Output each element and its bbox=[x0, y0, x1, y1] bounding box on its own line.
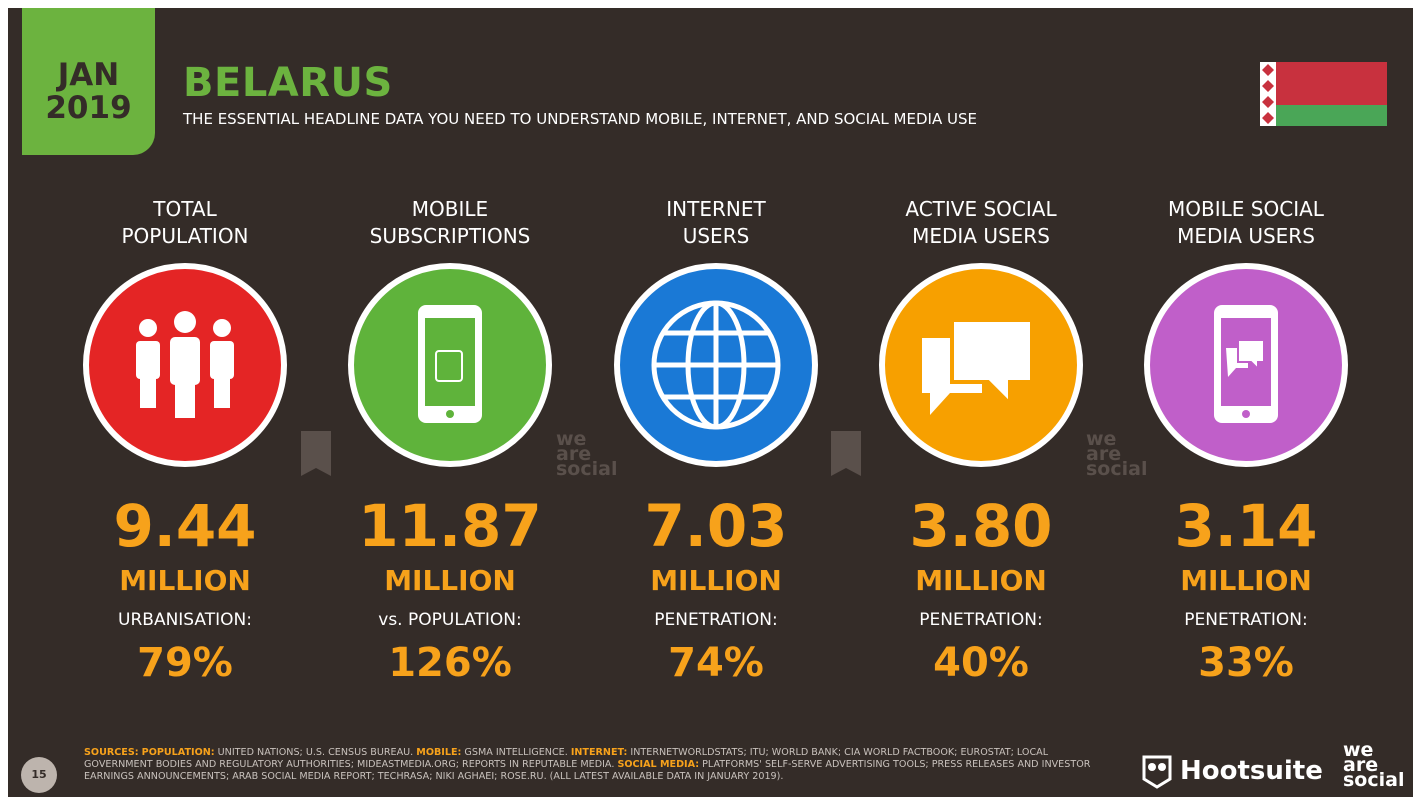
stat-label: INTERNET USERS bbox=[586, 196, 846, 256]
stat-sub-value: 79% bbox=[137, 640, 233, 686]
stat-label-line: MEDIA USERS bbox=[1177, 224, 1315, 248]
stat-value: 3.80 bbox=[909, 492, 1053, 560]
stat-sub-value: 74% bbox=[668, 640, 764, 686]
brand-word: we bbox=[1343, 739, 1374, 761]
circle-social bbox=[879, 263, 1083, 467]
watermark-word: social bbox=[556, 458, 618, 480]
stat-label: TOTAL POPULATION bbox=[55, 196, 315, 256]
brand-word: social bbox=[1343, 769, 1405, 791]
stat-label: ACTIVE SOCIAL MEDIA USERS bbox=[851, 196, 1111, 256]
stat-unit: MILLION bbox=[384, 564, 516, 597]
stat-label-line: MEDIA USERS bbox=[912, 224, 1050, 248]
stat-label-line: ACTIVE SOCIAL bbox=[905, 197, 1057, 221]
circle-internet bbox=[614, 263, 818, 467]
owl-watermarks bbox=[301, 431, 861, 476]
stat-label-line: SUBSCRIPTIONS bbox=[369, 224, 531, 248]
source-text: UNITED NATIONS; U.S. CENSUS BUREAU. bbox=[214, 747, 417, 758]
circle-mobile bbox=[348, 263, 552, 467]
stat-values: 9.44 MILLION URBANISATION: 79% bbox=[55, 492, 315, 686]
watermark-word: we bbox=[556, 428, 587, 450]
subtitle: THE ESSENTIAL HEADLINE DATA YOU NEED TO … bbox=[183, 110, 977, 128]
stat-label: MOBILE SOCIAL MEDIA USERS bbox=[1116, 196, 1376, 256]
watermark-word: are bbox=[556, 443, 592, 465]
slide: JAN 2019 BELARUS THE ESSENTIAL HEADLINE … bbox=[8, 8, 1413, 797]
source-heading: POPULATION: bbox=[141, 747, 215, 758]
title: BELARUS bbox=[183, 60, 393, 106]
stat-unit: MILLION bbox=[650, 564, 782, 597]
circle-population bbox=[83, 263, 287, 467]
stat-label-line: POPULATION bbox=[121, 224, 249, 248]
stat-label-line: TOTAL bbox=[153, 197, 217, 221]
source-text: PLATFORMS' SELF-SERVE ADVERTISING TOOLS;… bbox=[84, 759, 1091, 782]
source-heading: SOCIAL MEDIA: bbox=[617, 759, 700, 770]
stat-column: INTERNET USERS bbox=[586, 196, 846, 256]
stat-value: 9.44 bbox=[113, 492, 257, 560]
watermark-word: are bbox=[1086, 443, 1122, 465]
stat-value: 11.87 bbox=[358, 492, 542, 560]
stat-label-line: MOBILE SOCIAL bbox=[1168, 197, 1324, 221]
brand: Hootsuite bbox=[1180, 756, 1323, 786]
stat-sub-label: PENETRATION: bbox=[654, 610, 778, 630]
stat-sub-label: vs. POPULATION: bbox=[378, 610, 522, 630]
stat-label-line: MOBILE bbox=[411, 197, 489, 221]
date-tab: JAN 2019 bbox=[22, 8, 155, 155]
stat-sub-value: 126% bbox=[388, 640, 512, 686]
stat-value: 7.03 bbox=[644, 492, 788, 560]
hootsuite-owl bbox=[1142, 755, 1172, 789]
stat-sub-value: 40% bbox=[933, 640, 1029, 686]
stat-sub-label: PENETRATION: bbox=[919, 610, 1043, 630]
stat-values: 3.80 MILLION PENETRATION: 40% bbox=[851, 492, 1111, 686]
watermark: we are social bbox=[1086, 428, 1148, 480]
circle-mobile-social bbox=[1144, 263, 1348, 467]
source-text: INTERNETWORLDSTATS; ITU; WORLD BANK; CIA… bbox=[84, 747, 1049, 770]
watermark: we are social bbox=[556, 428, 618, 480]
watermark-word: social bbox=[1086, 458, 1148, 480]
source-heading: INTERNET: bbox=[570, 747, 628, 758]
stat-column: MOBILE SOCIAL MEDIA USERS bbox=[1116, 196, 1376, 256]
month: JAN bbox=[57, 57, 120, 93]
source-text: GSMA INTELLIGENCE. bbox=[461, 747, 571, 758]
stat-unit: MILLION bbox=[119, 564, 251, 597]
sources: SOURCES: POPULATION: UNITED NATIONS; U.S… bbox=[84, 747, 1114, 783]
stat-sub-label: URBANISATION: bbox=[118, 610, 252, 630]
brand-logo: we are social bbox=[1343, 739, 1405, 791]
brand-word: are bbox=[1343, 754, 1379, 776]
stat-values: 7.03 MILLION PENETRATION: 74% bbox=[586, 492, 846, 686]
stat-values: 11.87 MILLION vs. POPULATION: 126% bbox=[320, 492, 580, 686]
stat-label-line: USERS bbox=[682, 224, 750, 248]
stat-unit: MILLION bbox=[1180, 564, 1312, 597]
stat-values: 3.14 MILLION PENETRATION: 33% bbox=[1116, 492, 1376, 686]
stat-sub-value: 33% bbox=[1198, 640, 1294, 686]
watermark-word: we bbox=[1086, 428, 1117, 450]
stat-column: MOBILE SUBSCRIPTIONS bbox=[320, 196, 580, 256]
stat-column: TOTAL POPULATION bbox=[55, 196, 315, 256]
icon-layer bbox=[83, 263, 1348, 476]
source-heading: SOURCES: bbox=[84, 747, 139, 758]
stat-value: 3.14 bbox=[1174, 492, 1318, 560]
stat-label: MOBILE SUBSCRIPTIONS bbox=[320, 196, 580, 256]
year: 2019 bbox=[45, 90, 132, 126]
stat-label-line: INTERNET bbox=[666, 197, 766, 221]
stat-column: ACTIVE SOCIAL MEDIA USERS bbox=[851, 196, 1111, 256]
flag bbox=[1260, 62, 1387, 126]
stat-sub-label: PENETRATION: bbox=[1184, 610, 1308, 630]
stat-unit: MILLION bbox=[915, 564, 1047, 597]
page-number: 15 bbox=[21, 757, 57, 793]
source-heading: MOBILE: bbox=[416, 747, 462, 758]
